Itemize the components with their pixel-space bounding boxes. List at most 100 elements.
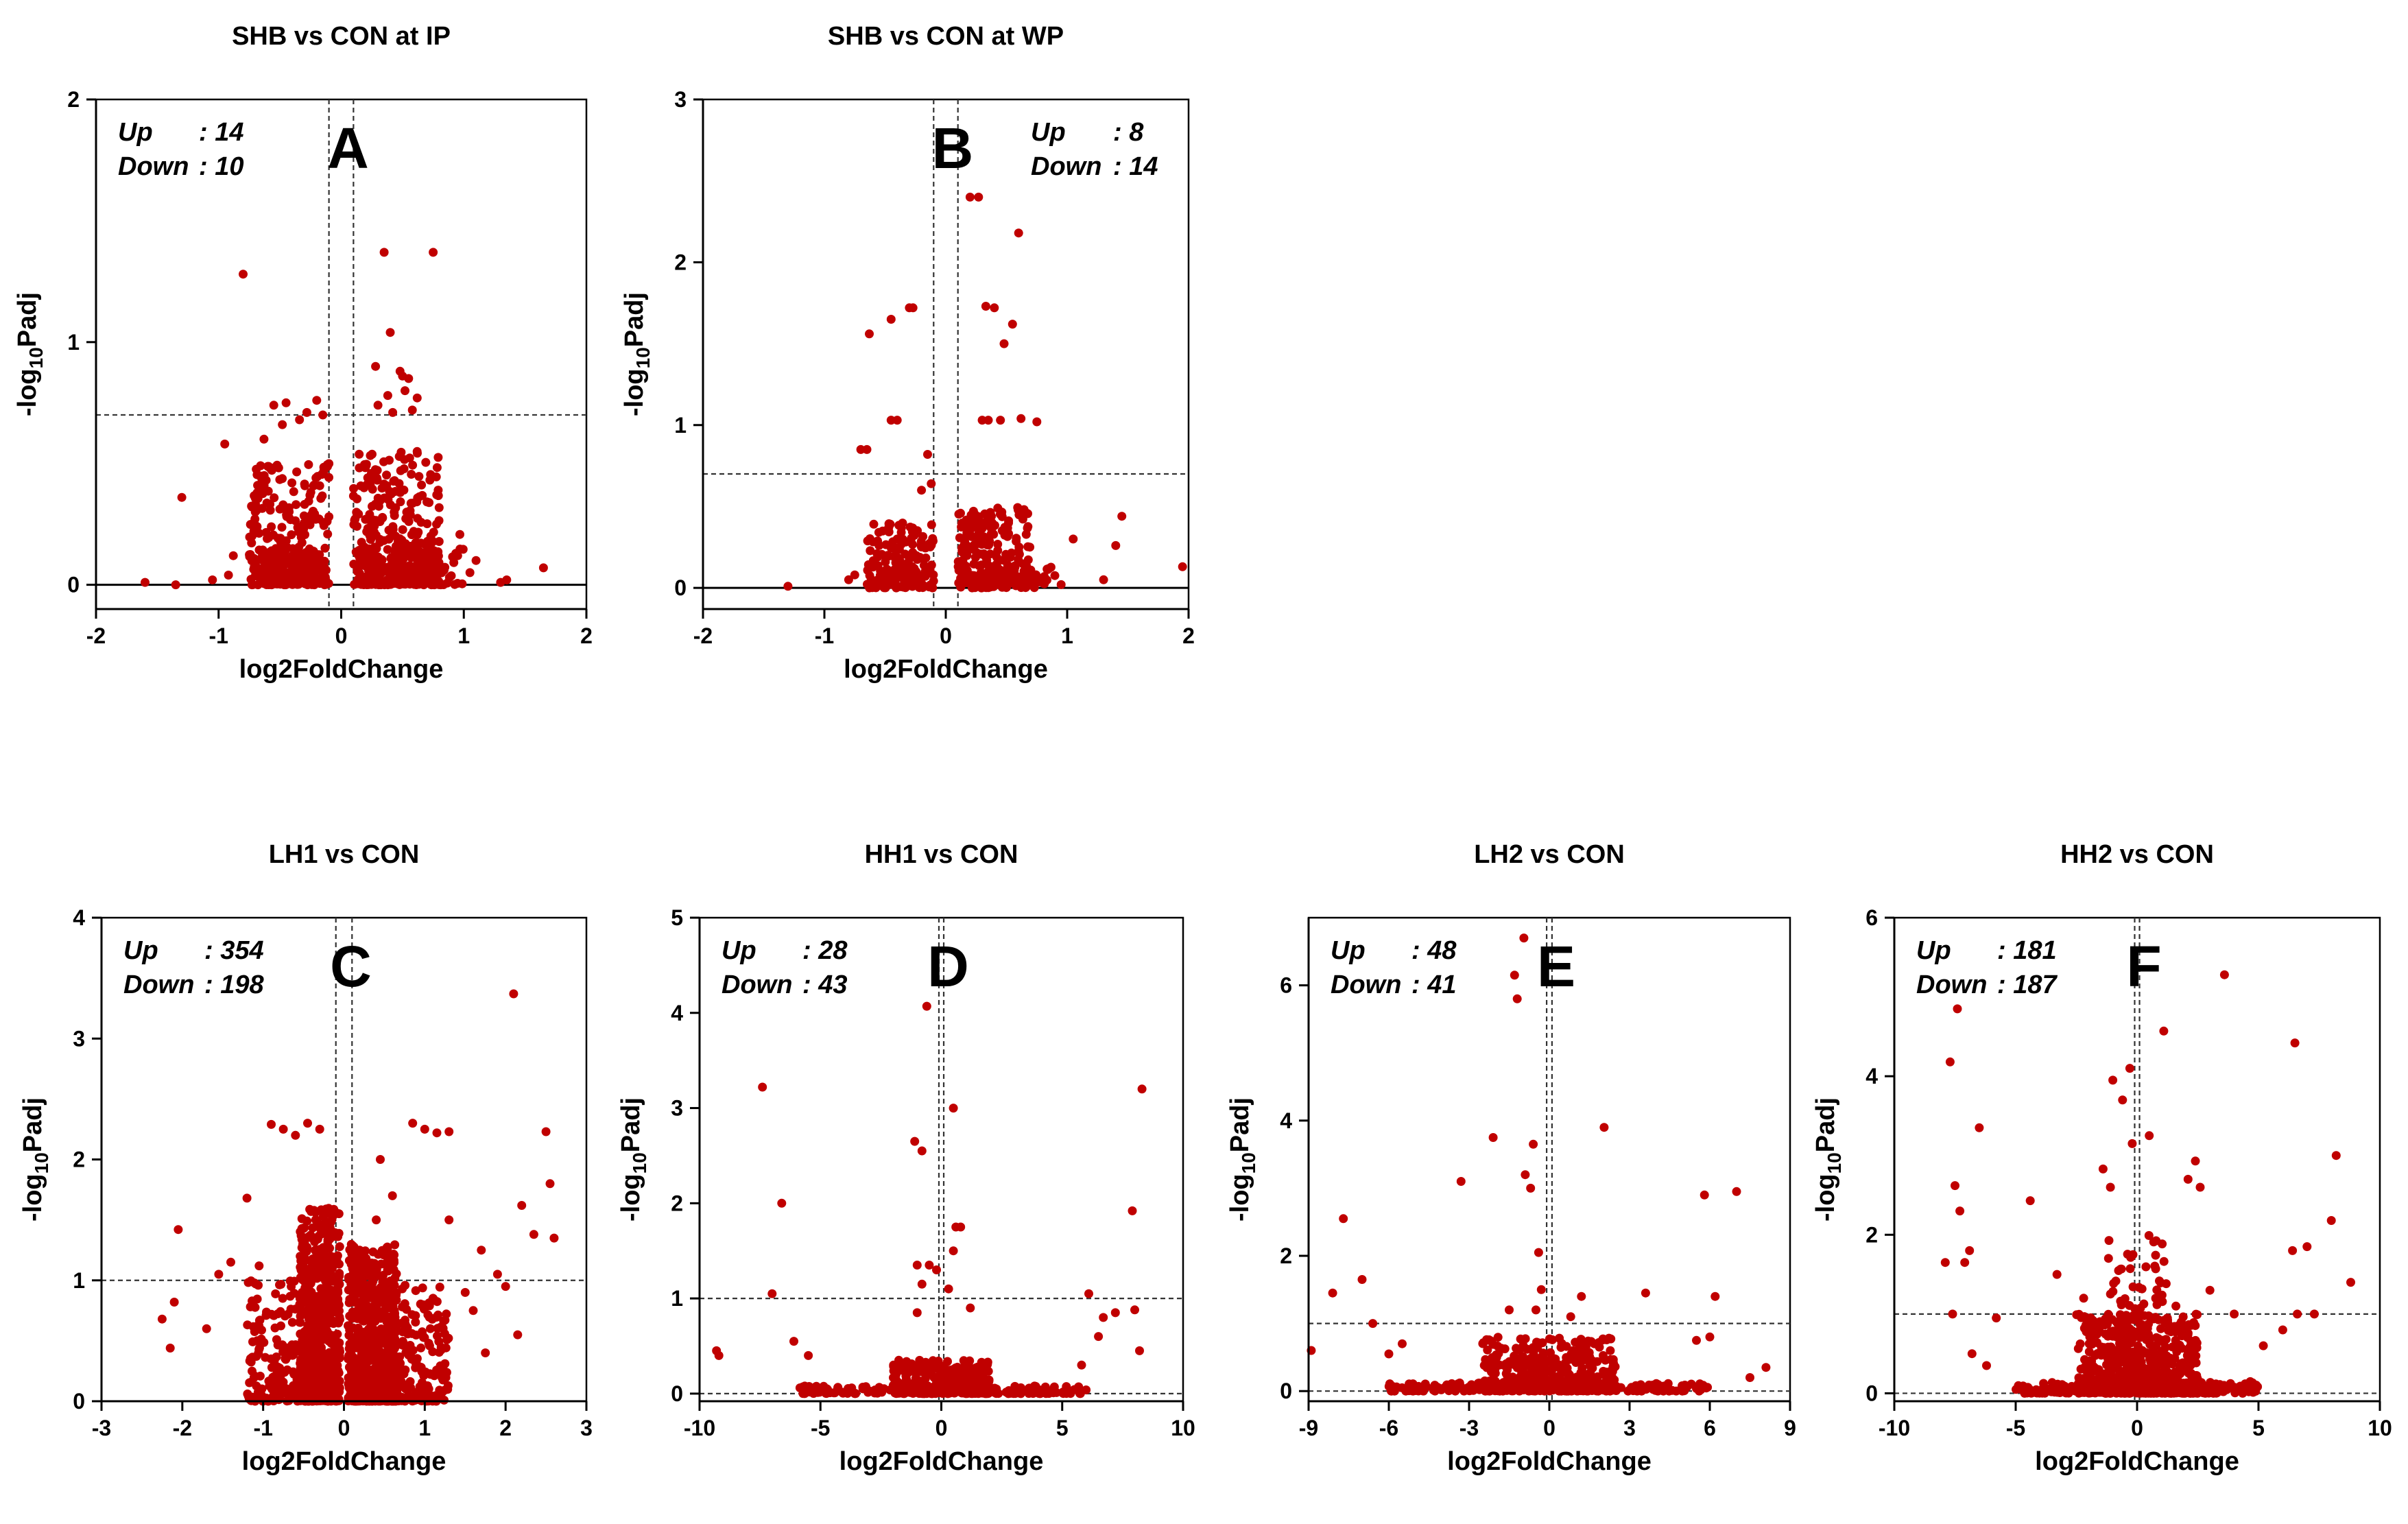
data-point	[322, 1242, 332, 1252]
data-point	[171, 580, 180, 590]
data-point	[398, 554, 408, 564]
x-tick-label: -10	[684, 1416, 715, 1440]
data-point	[1608, 1355, 1618, 1364]
x-tick-label: 0	[940, 623, 952, 648]
data-point	[1710, 1291, 1720, 1301]
data-point	[471, 556, 481, 565]
data-point	[983, 540, 992, 549]
data-point	[1562, 1342, 1571, 1351]
data-point	[1398, 1339, 1407, 1348]
data-point	[850, 570, 859, 580]
data-point	[391, 550, 400, 560]
data-point	[329, 1259, 338, 1269]
data-point	[892, 416, 902, 425]
data-point	[243, 1278, 253, 1287]
data-point	[952, 1386, 961, 1396]
data-point	[245, 1356, 254, 1366]
data-point	[368, 484, 377, 494]
data-point	[953, 1365, 963, 1374]
data-point	[388, 522, 398, 532]
data-point	[1586, 1337, 1596, 1346]
data-point	[332, 1385, 342, 1395]
data-point	[2178, 1312, 2188, 1322]
data-point	[809, 1388, 818, 1397]
data-point	[370, 465, 380, 475]
data-point	[246, 520, 255, 529]
data-point	[2101, 1329, 2110, 1339]
data-point	[259, 434, 269, 444]
data-point	[1014, 543, 1024, 552]
data-point	[883, 565, 893, 575]
legend-up-count: : 14	[199, 118, 243, 147]
data-point	[434, 537, 444, 546]
data-point	[408, 1346, 418, 1355]
data-point	[1576, 1385, 1586, 1395]
data-point	[424, 1384, 433, 1394]
data-point	[300, 564, 309, 573]
data-point	[270, 493, 279, 503]
data-point	[318, 518, 328, 527]
data-point	[315, 1221, 324, 1230]
data-point	[887, 543, 896, 553]
x-tick-label: 1	[457, 623, 470, 648]
data-point	[405, 1377, 415, 1386]
data-point	[374, 1308, 383, 1318]
data-point	[375, 1359, 385, 1369]
data-point	[1761, 1363, 1771, 1372]
data-point	[255, 1371, 265, 1381]
data-point	[390, 487, 400, 496]
data-point	[369, 1387, 379, 1396]
data-point	[2079, 1312, 2089, 1322]
data-point	[909, 580, 919, 590]
data-point	[296, 1263, 305, 1272]
data-point	[1042, 564, 1052, 574]
data-point	[1328, 1288, 1337, 1298]
data-point	[2084, 1347, 2094, 1357]
data-point	[917, 486, 927, 495]
data-point	[405, 453, 414, 463]
data-point	[355, 545, 364, 555]
data-point	[378, 1275, 388, 1285]
data-point	[411, 1318, 420, 1327]
y-tick-label: 1	[671, 1286, 683, 1311]
data-point	[465, 568, 475, 578]
data-point	[1339, 1214, 1348, 1224]
data-point	[418, 1368, 427, 1377]
data-point	[517, 1201, 527, 1210]
data-point	[396, 497, 405, 507]
data-point	[1488, 1133, 1498, 1142]
data-point	[2154, 1315, 2163, 1324]
data-point	[962, 1387, 971, 1396]
x-tick-label: -2	[173, 1416, 192, 1440]
data-point	[272, 1389, 281, 1398]
data-point	[314, 1231, 324, 1241]
y-axis-label: -log10Padj	[19, 1097, 52, 1222]
data-point	[262, 580, 272, 589]
data-point	[2114, 1332, 2124, 1342]
data-point	[2143, 1332, 2153, 1342]
data-point	[370, 499, 380, 509]
legend-up-label: Up	[1331, 936, 1366, 965]
data-point	[388, 407, 398, 417]
data-point	[302, 407, 311, 417]
data-point	[858, 1383, 868, 1392]
data-point	[401, 386, 409, 396]
y-tick-label: 2	[671, 1191, 683, 1215]
x-tick-label: -3	[92, 1416, 111, 1440]
data-point	[1490, 1368, 1500, 1378]
data-point	[883, 551, 892, 560]
data-point	[952, 1376, 962, 1385]
data-point	[383, 1242, 392, 1252]
data-point	[353, 564, 362, 574]
data-point	[1510, 971, 1519, 980]
x-tick-label: 0	[335, 623, 348, 648]
data-point	[2106, 1342, 2116, 1352]
data-point	[379, 248, 389, 257]
data-point	[308, 1352, 318, 1361]
data-point	[426, 470, 436, 479]
data-point	[2141, 1262, 2151, 1272]
data-point	[344, 1363, 354, 1372]
legend-up-count: : 354	[204, 936, 264, 965]
data-point	[412, 541, 422, 550]
data-point	[302, 1247, 311, 1257]
